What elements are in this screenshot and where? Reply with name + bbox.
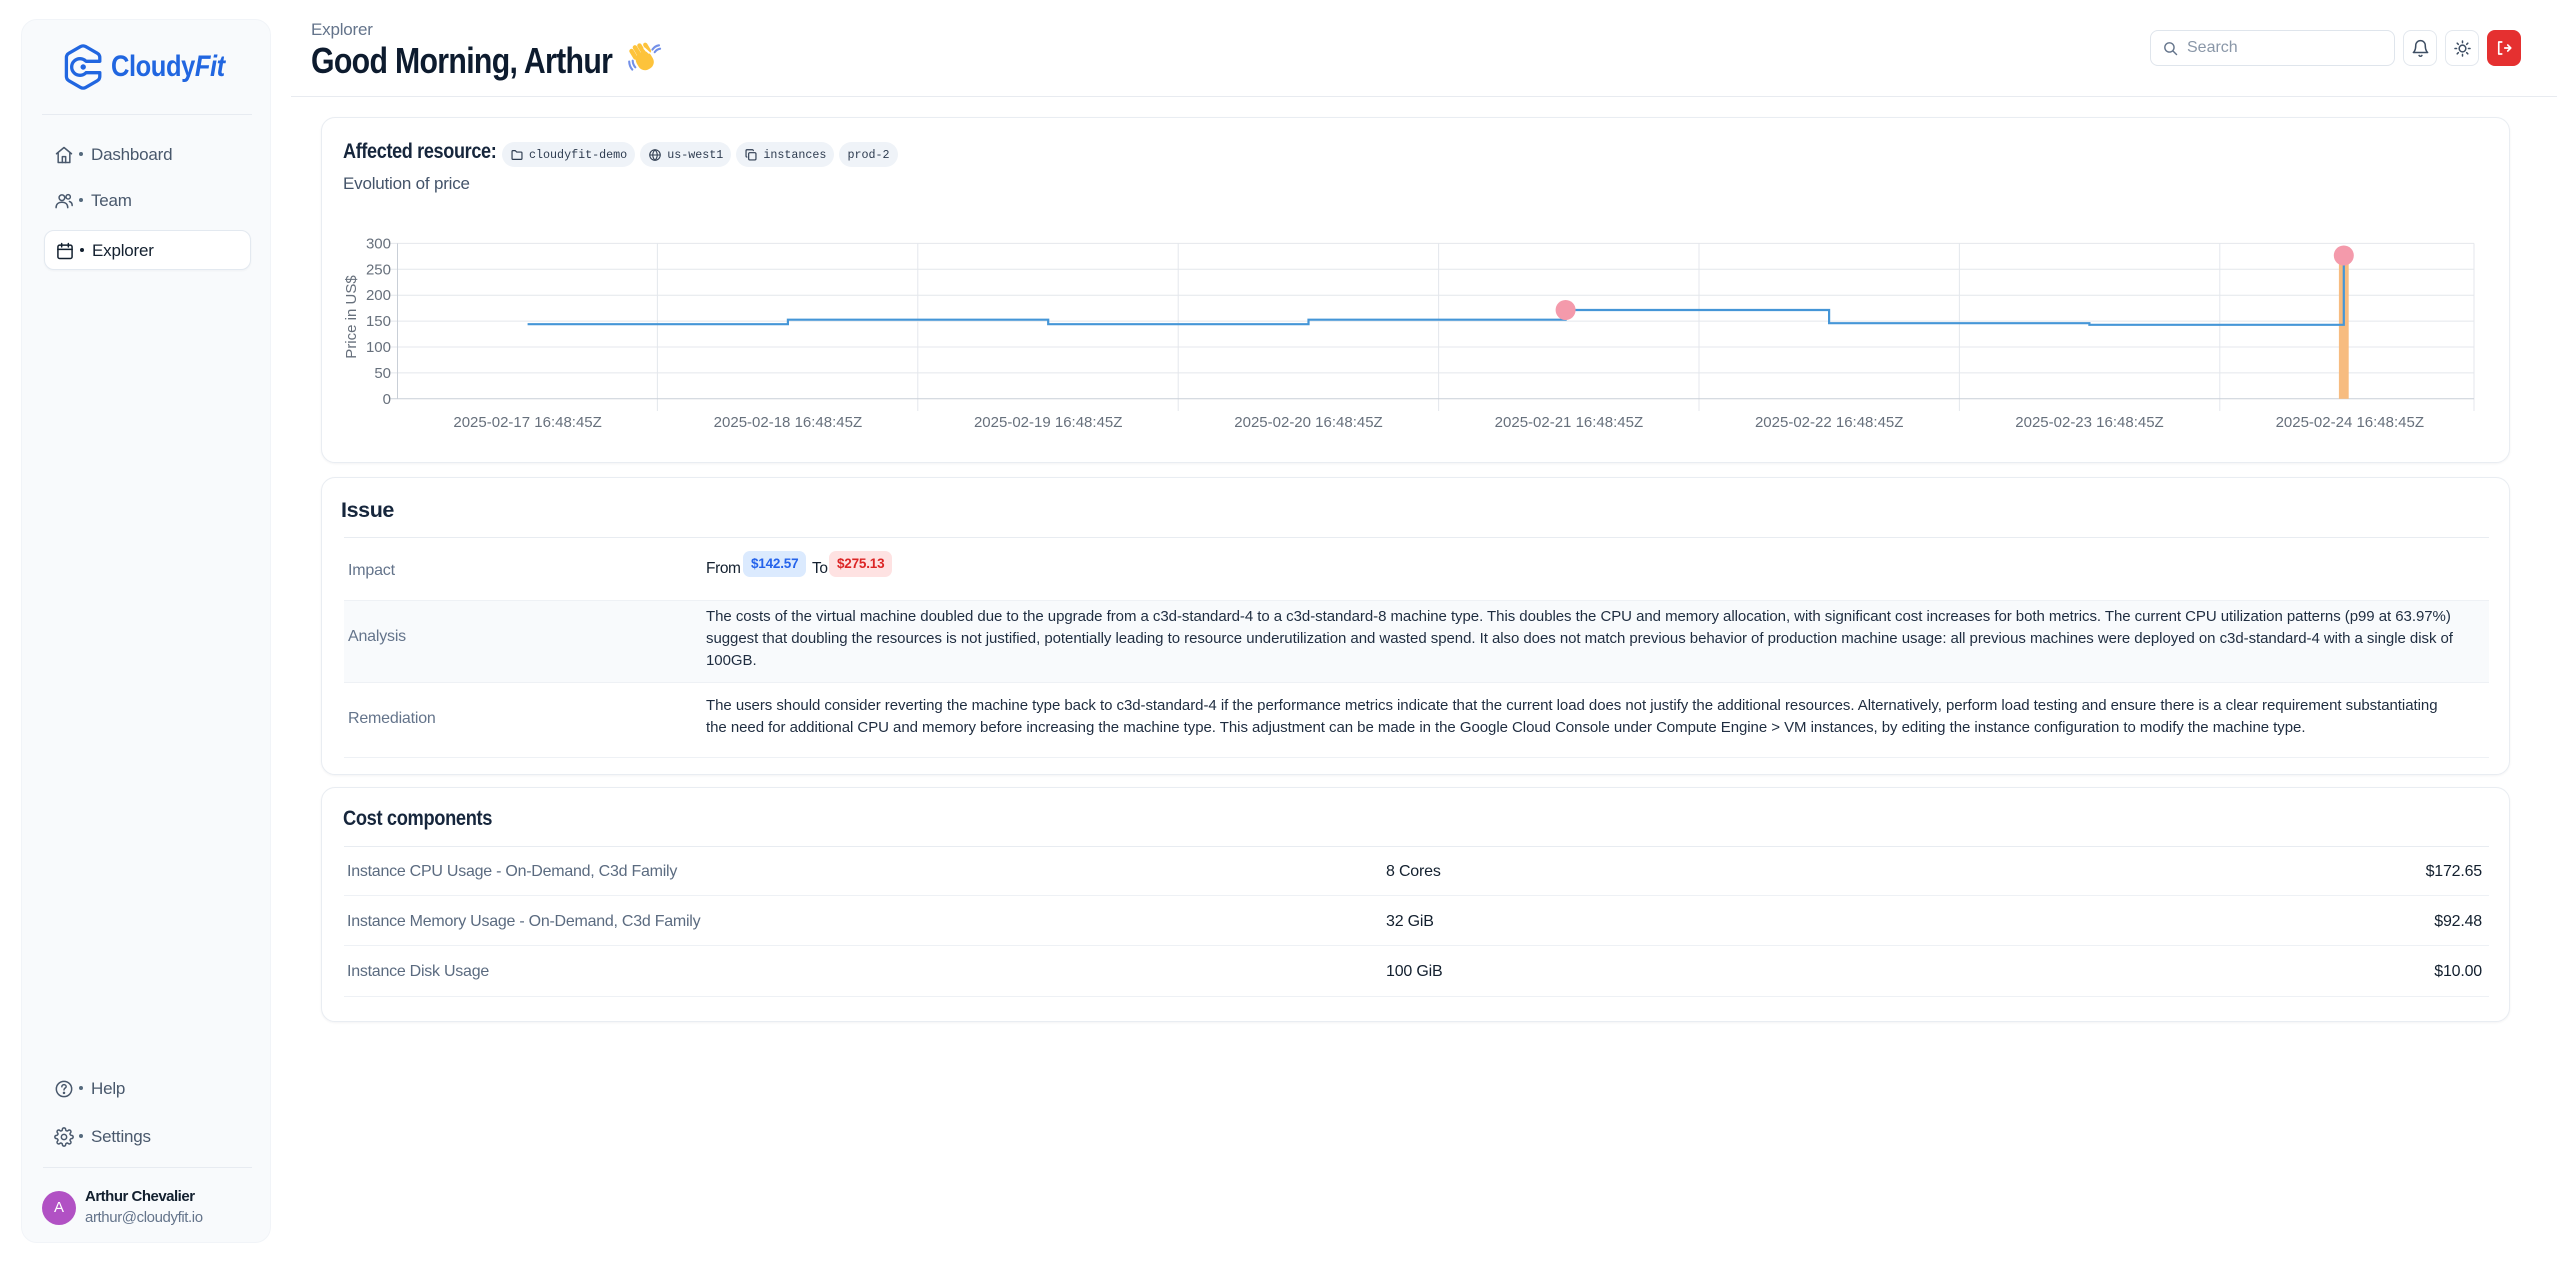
svg-text:2025-02-18 16:48:45Z: 2025-02-18 16:48:45Z <box>714 414 862 431</box>
svg-text:150: 150 <box>366 313 391 330</box>
svg-text:0: 0 <box>383 391 391 408</box>
svg-text:Price in US$: Price in US$ <box>343 275 360 359</box>
svg-text:50: 50 <box>374 365 391 382</box>
svg-text:2025-02-23 16:48:45Z: 2025-02-23 16:48:45Z <box>2015 414 2163 431</box>
svg-text:200: 200 <box>366 287 391 304</box>
svg-text:2025-02-21 16:48:45Z: 2025-02-21 16:48:45Z <box>1495 414 1643 431</box>
svg-text:2025-02-22 16:48:45Z: 2025-02-22 16:48:45Z <box>1755 414 1903 431</box>
svg-text:2025-02-20 16:48:45Z: 2025-02-20 16:48:45Z <box>1234 414 1382 431</box>
svg-text:100: 100 <box>366 339 391 356</box>
svg-text:300: 300 <box>366 235 391 252</box>
svg-text:2025-02-19 16:48:45Z: 2025-02-19 16:48:45Z <box>974 414 1122 431</box>
svg-text:250: 250 <box>366 261 391 278</box>
svg-text:2025-02-24 16:48:45Z: 2025-02-24 16:48:45Z <box>2276 414 2424 431</box>
svg-text:2025-02-17 16:48:45Z: 2025-02-17 16:48:45Z <box>453 414 601 431</box>
